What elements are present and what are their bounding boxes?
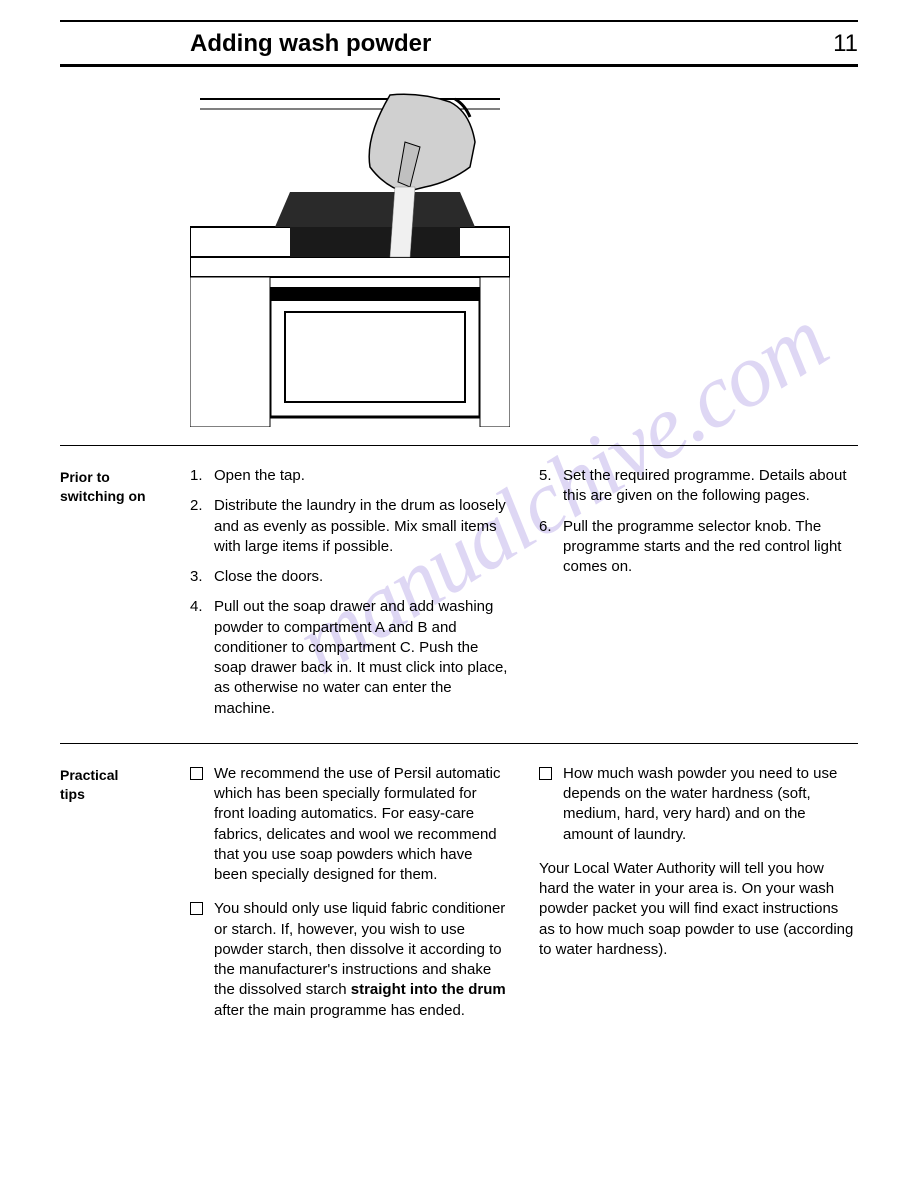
section1-left-column: Open the tap. Distribute the laundry in …: [190, 466, 509, 729]
section-practical-tips: Practical tips We recommend the use of P…: [60, 764, 858, 1035]
header-rule: [60, 64, 858, 67]
section2-left-column: We recommend the use of Persil automatic…: [190, 764, 509, 1035]
tip-conditioner-tail: after the main programme has ended.: [214, 1002, 465, 1019]
water-authority-para: Your Local Water Authority will tell you…: [539, 859, 858, 960]
tip-conditioner: You should only use liquid fabric condit…: [190, 899, 509, 1021]
step-3: Close the doors.: [190, 567, 509, 587]
section-prior-to-switching-on: Prior to switching on Open the tap. Dist…: [60, 466, 858, 729]
steps-list-left: Open the tap. Distribute the laundry in …: [190, 466, 509, 719]
page-title: Adding wash powder: [190, 30, 431, 58]
page-header: Adding wash powder 11: [60, 30, 858, 58]
tips-list-left: We recommend the use of Persil automatic…: [190, 764, 509, 1021]
section1-right-column: Set the required programme. Details abou…: [539, 466, 858, 729]
step-5: Set the required programme. Details abou…: [539, 466, 858, 507]
step-1: Open the tap.: [190, 466, 509, 486]
step-2: Distribute the laundry in the drum as lo…: [190, 496, 509, 557]
section1-label: Prior to switching on: [60, 466, 170, 729]
tips-list-right: How much wash powder you need to use dep…: [539, 764, 858, 845]
section2-label: Practical tips: [60, 764, 170, 1035]
section1-label-line2: switching on: [60, 488, 146, 504]
page-number: 11: [833, 30, 858, 58]
section2-right-column: How much wash powder you need to use dep…: [539, 764, 858, 1035]
step-6: Pull the programme selector knob. The pr…: [539, 517, 858, 578]
section-divider-1: [60, 445, 858, 446]
section2-label-line2: tips: [60, 786, 85, 802]
section-divider-2: [60, 743, 858, 744]
step-4: Pull out the soap drawer and add washing…: [190, 597, 509, 719]
powder-illustration: [190, 87, 510, 427]
steps-list-right: Set the required programme. Details abou…: [539, 466, 858, 577]
tip-conditioner-bold: straight into the drum: [351, 981, 506, 998]
illustration-container: [60, 87, 858, 427]
top-rule: [60, 20, 858, 22]
section1-label-line1: Prior to: [60, 469, 110, 485]
tip-detergent: We recommend the use of Persil automatic…: [190, 764, 509, 886]
tip-amount: How much wash powder you need to use dep…: [539, 764, 858, 845]
section2-label-line1: Practical: [60, 767, 118, 783]
